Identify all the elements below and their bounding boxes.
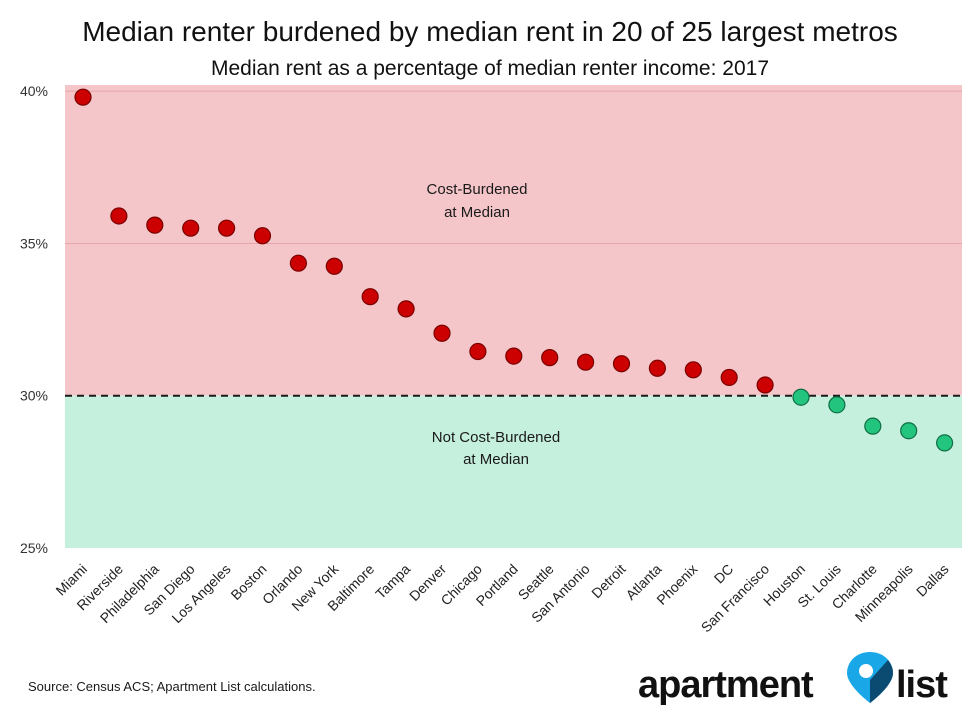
x-tick-label: DC [711, 561, 737, 587]
x-tick-label: Phoenix [653, 561, 700, 608]
data-point [828, 396, 846, 414]
data-point [505, 347, 523, 365]
data-point [576, 353, 595, 371]
chart-title: Median renter burdened by median rent in… [82, 16, 898, 47]
x-tick-label: Detroit [588, 561, 629, 602]
data-point [864, 417, 882, 435]
region-label-below-line2: at Median [463, 451, 529, 468]
data-point [935, 434, 954, 452]
region-label-below-line1: Not Cost-Burdened [432, 429, 560, 446]
data-point [541, 349, 559, 367]
cost-burdened-region [65, 85, 962, 396]
y-tick-label: 25% [20, 540, 48, 556]
data-point [182, 219, 200, 237]
logo-text-list: list [896, 664, 948, 706]
data-point [74, 88, 92, 106]
region-labels: Cost-Burdened at Median Not Cost-Burdene… [427, 181, 561, 468]
data-point [792, 388, 810, 406]
data-point [684, 361, 702, 379]
region-label-above-line2: at Median [444, 204, 510, 221]
data-points [74, 88, 954, 452]
data-point [218, 219, 236, 237]
data-point [612, 355, 631, 373]
data-point [253, 227, 272, 245]
data-point [900, 422, 918, 440]
logo-text-apartment: apartment [638, 664, 814, 706]
y-tick-label: 30% [20, 388, 48, 404]
data-point [720, 368, 738, 387]
source-note: Source: Census ACS; Apartment List calcu… [28, 679, 316, 694]
apartment-list-logo: apartment list [638, 652, 949, 706]
data-point [469, 342, 487, 361]
data-point [361, 288, 379, 306]
data-point [433, 324, 451, 342]
data-point [146, 216, 164, 234]
chart-subtitle: Median rent as a percentage of median re… [211, 57, 769, 80]
data-point [756, 376, 774, 394]
region-label-above-line1: Cost-Burdened [427, 181, 528, 198]
y-axis: 25% 30% 35% 40% [20, 83, 48, 556]
x-tick-label: Tampa [372, 561, 413, 602]
y-tick-label: 40% [20, 83, 48, 99]
not-cost-burdened-region [65, 395, 962, 548]
map-pin-icon [847, 652, 893, 703]
data-point [289, 254, 307, 272]
data-point [325, 257, 343, 275]
data-point [397, 300, 415, 318]
plot-area [65, 85, 962, 548]
data-point [648, 359, 667, 377]
data-point [110, 207, 128, 225]
y-tick-label: 35% [20, 235, 48, 251]
x-tick-label: Dallas [913, 561, 952, 600]
